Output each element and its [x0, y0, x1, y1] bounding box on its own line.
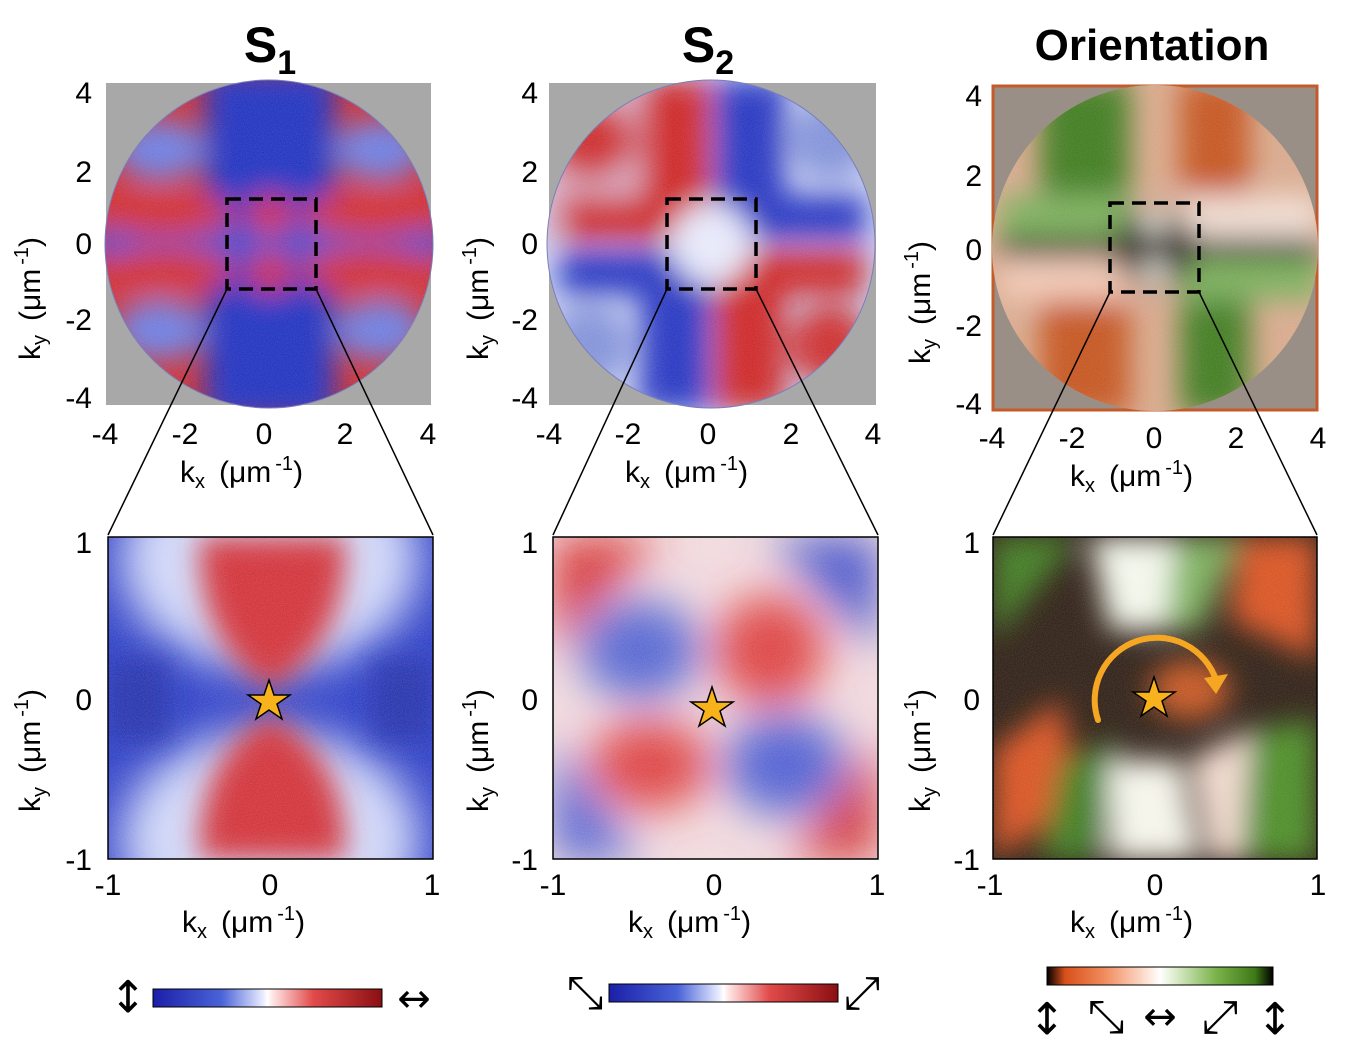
panel-title-s2: S2 — [682, 17, 734, 82]
svg-text:-2: -2 — [172, 418, 199, 451]
y-axis-label: ky(μm-1) — [11, 237, 51, 360]
s2-zoom-yticks: 1 0 -1 — [511, 527, 538, 877]
s2-full-map — [546, 79, 876, 409]
svg-text:0: 0 — [965, 234, 982, 267]
svg-text:2: 2 — [965, 160, 982, 193]
svg-text:4: 4 — [75, 77, 92, 110]
svg-text:-1: -1 — [953, 844, 980, 877]
svg-text:-2: -2 — [1059, 422, 1086, 455]
svg-text:2: 2 — [521, 156, 538, 189]
rotation-arrow — [1091, 634, 1219, 723]
orientation-top-xticks: -4 -2 0 2 4 — [979, 422, 1327, 455]
svg-text:0: 0 — [521, 228, 538, 261]
diagonal-arrow-icon: ⤡ — [567, 965, 604, 1019]
svg-text:0: 0 — [700, 418, 717, 451]
svg-text:1: 1 — [521, 527, 538, 560]
vertical-arrow-icon: ↕ — [110, 972, 147, 1023]
x-axis-label: kx (μm -1) — [182, 903, 305, 943]
diagonal-arrow-icon: ⤡ — [1088, 989, 1125, 1043]
s1-colorbar: ↕ ↔ — [110, 972, 431, 1023]
s2-top-yticks: 4 2 0 -2 -4 — [511, 77, 538, 415]
diagonal-arrow-icon: ⤢ — [1202, 989, 1239, 1043]
orientation-colorbar: ↕ ⤡ ↔ ⤢ ↕ — [1029, 966, 1294, 1045]
x-axis-label: kx (μm -1) — [625, 453, 748, 493]
svg-text:4: 4 — [965, 80, 982, 113]
svg-text:1: 1 — [869, 869, 886, 902]
svg-text:0: 0 — [963, 684, 980, 717]
y-axis-label: ky(μm-1) — [11, 689, 51, 812]
panel-title-s1: S1 — [244, 17, 296, 82]
svg-text:0: 0 — [1147, 869, 1164, 902]
star-marker — [1130, 674, 1178, 718]
s2-colorbar: ⤡ ⤢ — [567, 965, 881, 1019]
horizontal-arrow-icon: ↔ — [397, 976, 431, 1022]
svg-text:-4: -4 — [511, 382, 538, 415]
svg-text:-4: -4 — [65, 382, 92, 415]
s2-zoom-map — [552, 536, 879, 860]
x-axis-label: kx (μm -1) — [180, 453, 303, 493]
svg-text:2: 2 — [783, 418, 800, 451]
svg-text:-4: -4 — [979, 422, 1006, 455]
svg-text:-1: -1 — [977, 869, 1004, 902]
s1-top-xticks: -4 -2 0 2 4 — [92, 418, 437, 451]
svg-text:1: 1 — [75, 527, 92, 560]
y-axis-label: ky(μm-1) — [459, 237, 499, 360]
orientation-zoom-yticks: 1 0 -1 — [953, 527, 980, 877]
rotation-arrowhead — [1204, 674, 1228, 694]
svg-text:1: 1 — [1310, 869, 1327, 902]
vertical-arrow-icon: ↕ — [1257, 994, 1294, 1045]
zoom-guide-lines — [107, 288, 1318, 536]
orientation-full-map — [991, 84, 1319, 412]
svg-text:-2: -2 — [511, 304, 538, 337]
orientation-zoom-map — [992, 536, 1318, 860]
svg-text:-1: -1 — [540, 869, 567, 902]
vertical-arrow-icon: ↕ — [1029, 994, 1066, 1045]
x-axis-label: kx (μm -1) — [1070, 457, 1193, 497]
s1-zoom-xticks: -1 0 1 — [95, 869, 441, 902]
s1-zoom-yticks: 1 0 -1 — [65, 527, 92, 877]
svg-text:4: 4 — [865, 418, 882, 451]
svg-text:-2: -2 — [615, 418, 642, 451]
horizontal-arrow-icon: ↔ — [1143, 994, 1177, 1040]
y-axis-label: ky(μm-1) — [459, 689, 499, 812]
svg-text:-4: -4 — [92, 418, 119, 451]
svg-text:0: 0 — [1146, 422, 1163, 455]
svg-text:2: 2 — [1228, 422, 1245, 455]
svg-text:2: 2 — [337, 418, 354, 451]
svg-text:-1: -1 — [65, 844, 92, 877]
svg-text:0: 0 — [75, 684, 92, 717]
s1-zoom-map — [107, 536, 434, 860]
orientation-top-yticks: 4 2 0 -2 -4 — [955, 80, 982, 421]
star-marker — [245, 677, 293, 721]
s2-zoom-xticks: -1 0 1 — [540, 869, 886, 902]
svg-text:-2: -2 — [955, 310, 982, 343]
s2-top-xticks: -4 -2 0 2 4 — [536, 418, 882, 451]
svg-text:0: 0 — [75, 228, 92, 261]
svg-text:-4: -4 — [536, 418, 563, 451]
star-marker — [688, 684, 736, 728]
y-axis-label: ky(μm-1) — [901, 241, 941, 364]
svg-text:0: 0 — [256, 418, 273, 451]
svg-text:1: 1 — [963, 527, 980, 560]
y-axis-label: ky(μm-1) — [901, 689, 941, 812]
svg-text:0: 0 — [521, 684, 538, 717]
diagonal-arrow-icon: ⤢ — [844, 965, 881, 1019]
x-axis-label: kx (μm -1) — [1070, 903, 1193, 943]
svg-text:-4: -4 — [955, 388, 982, 421]
x-axis-label: kx (μm -1) — [628, 903, 751, 943]
svg-text:4: 4 — [420, 418, 437, 451]
svg-text:-1: -1 — [511, 844, 538, 877]
s1-top-yticks: 4 2 0 -2 -4 — [65, 77, 92, 415]
svg-text:1: 1 — [424, 869, 441, 902]
svg-text:0: 0 — [262, 869, 279, 902]
svg-text:4: 4 — [521, 77, 538, 110]
s1-full-map — [104, 79, 434, 409]
svg-text:-2: -2 — [65, 304, 92, 337]
svg-text:2: 2 — [75, 156, 92, 189]
svg-text:4: 4 — [1310, 422, 1327, 455]
orientation-zoom-xticks: -1 0 1 — [977, 869, 1327, 902]
panel-title-orientation: Orientation — [1035, 21, 1270, 70]
svg-text:-1: -1 — [95, 869, 122, 902]
svg-text:0: 0 — [706, 869, 723, 902]
